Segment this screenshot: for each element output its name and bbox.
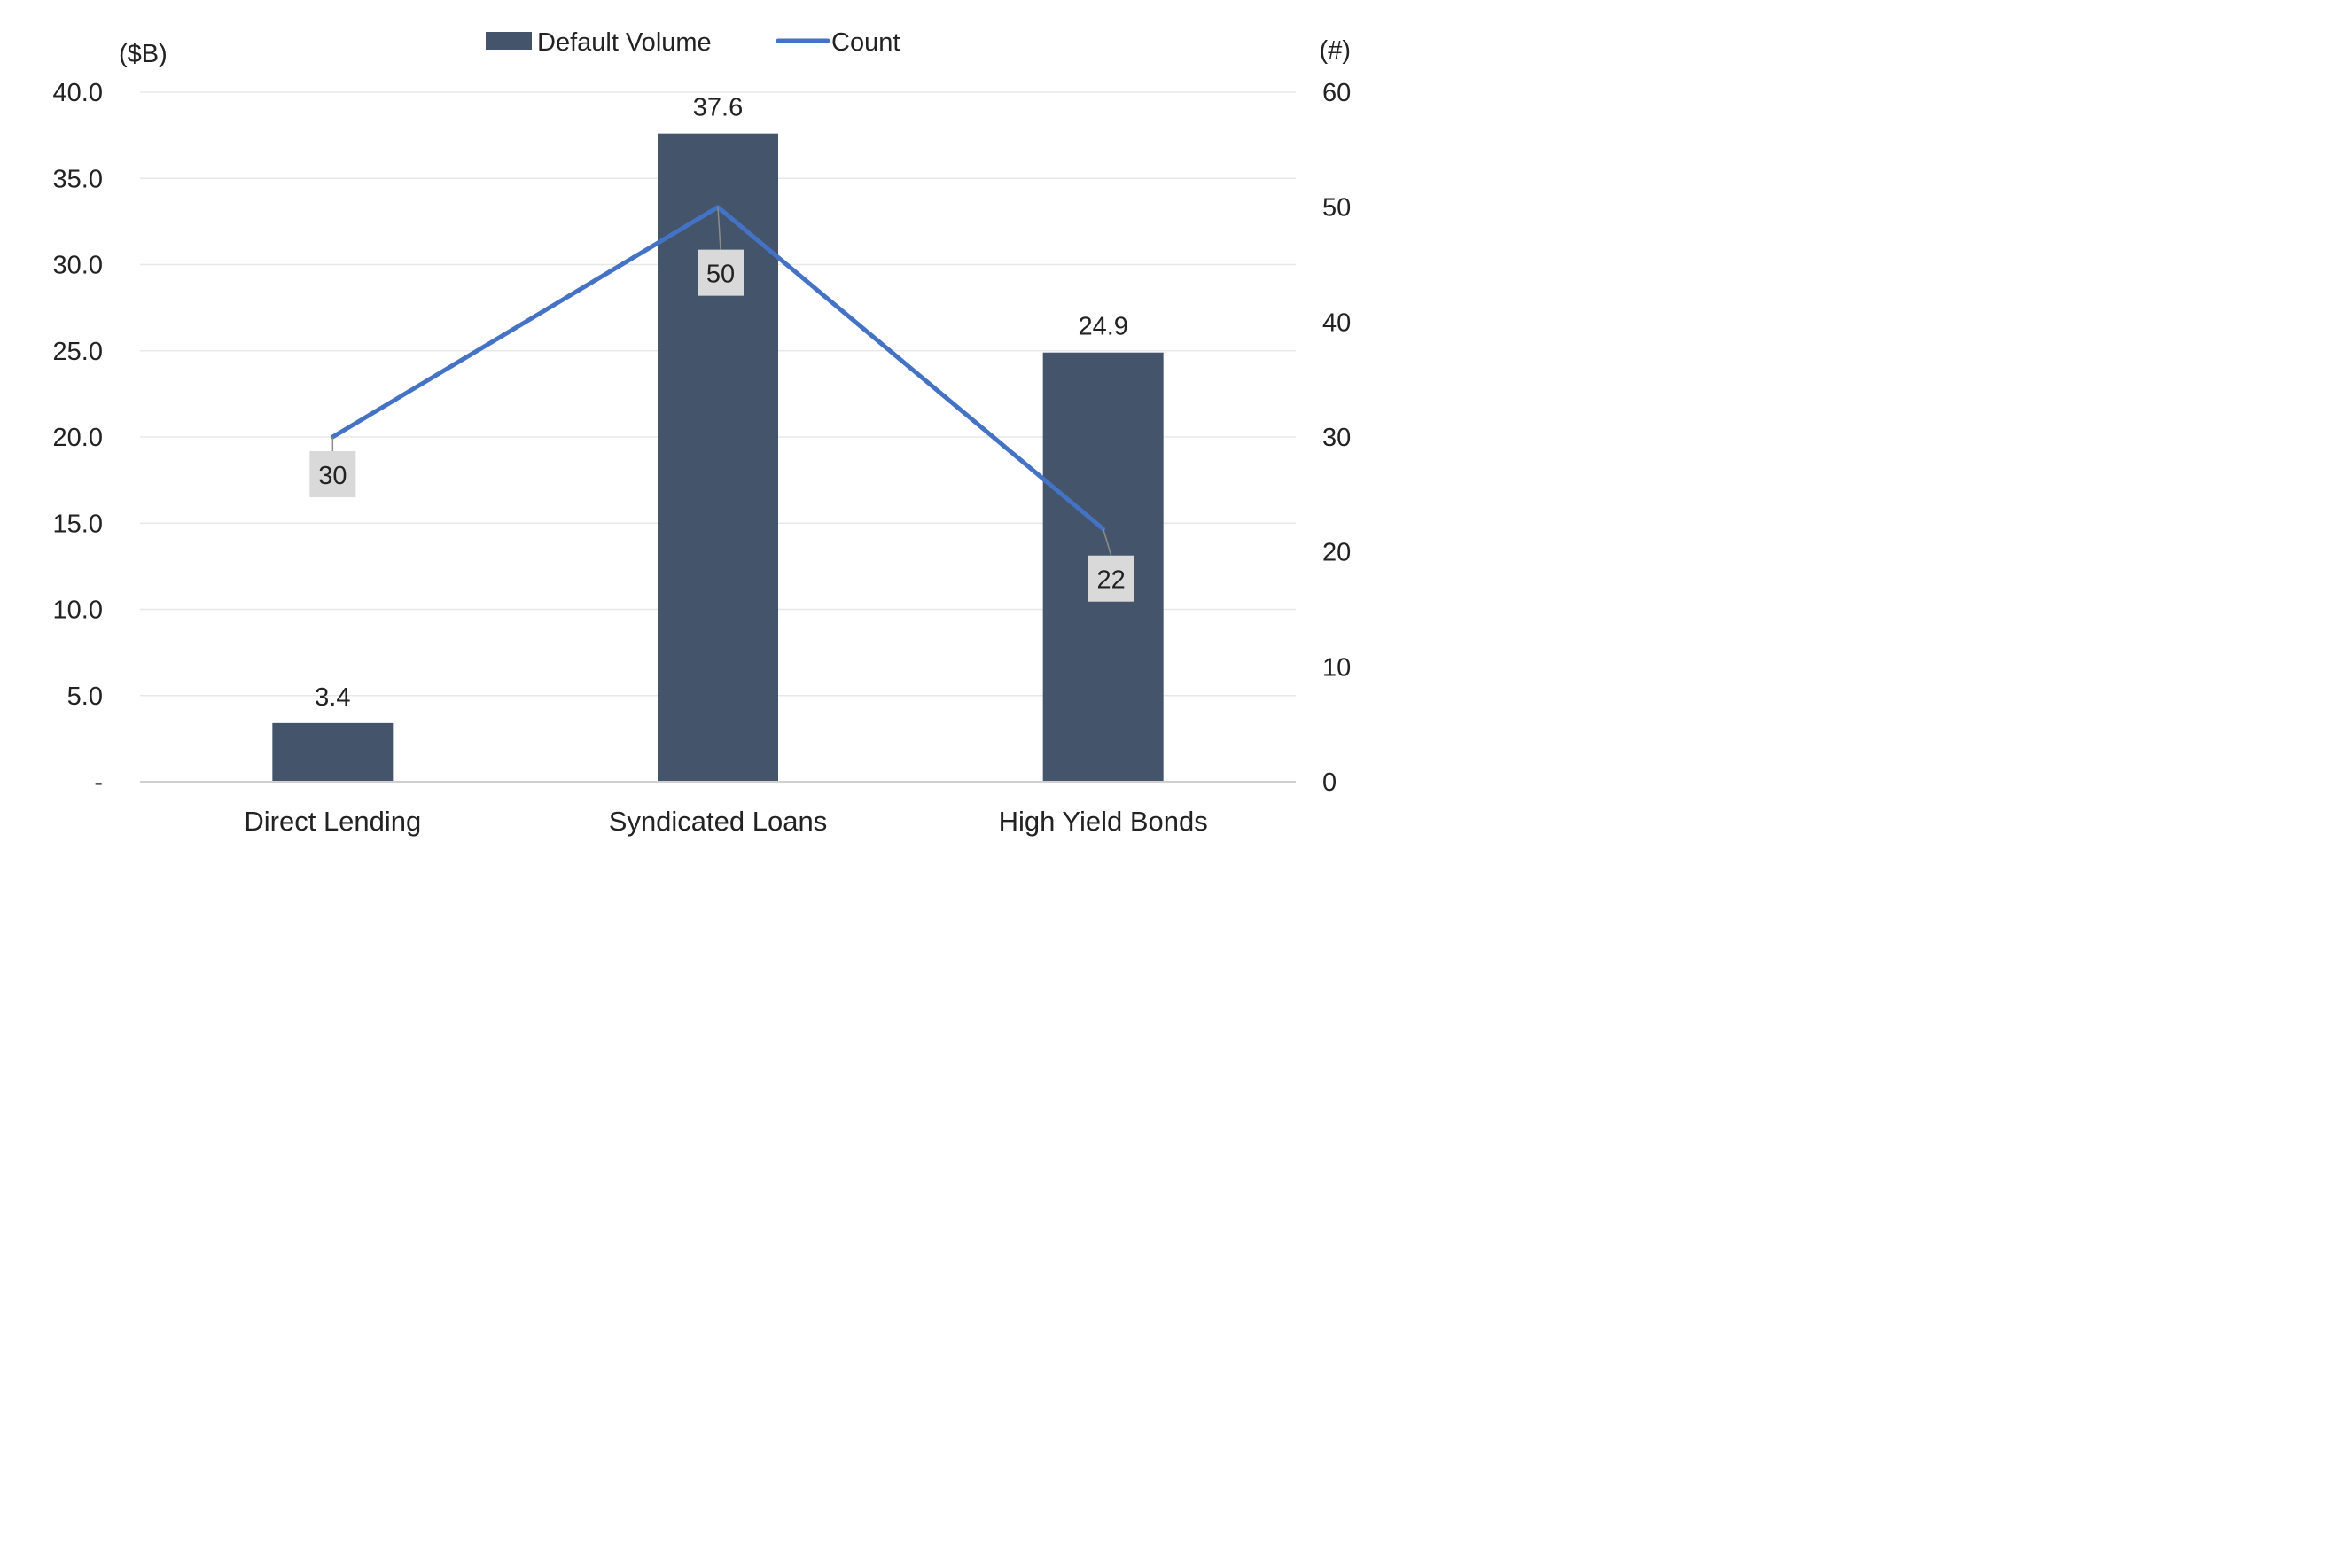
y-left-tick-label: 40.0 (53, 79, 103, 107)
chart-svg: - 5.0 10.0 15.0 20.0 25.0 30.0 35.0 40.0 0 10 20 30 4… (53, 28, 1352, 837)
legend-label-count: Count (831, 28, 900, 57)
count-data-label: 50 (706, 261, 735, 289)
leader-line (1102, 528, 1112, 556)
leader-line (717, 207, 721, 250)
bar-data-label: 3.4 (315, 683, 350, 712)
y-right-tick-label: 10 (1322, 653, 1351, 682)
y-left-tick-label: 30.0 (53, 252, 103, 280)
legend: Default Volume Count (486, 28, 900, 57)
y-left-tick-label: 20.0 (53, 424, 103, 452)
bar-data-label: 24.9 (1078, 313, 1127, 341)
x-tick-label: High Yield Bonds (999, 806, 1208, 837)
labels-layer: 3.4 37.6 24.9 30 50 22 (309, 94, 1134, 712)
count-label-box (309, 451, 356, 497)
y-right-tick-label: 60 (1322, 79, 1351, 107)
y-left-tick-label: 35.0 (53, 165, 103, 193)
y-left-tick-label: 15.0 (53, 510, 103, 538)
count-label-box (1088, 555, 1134, 602)
count-data-label: 30 (318, 462, 347, 490)
combo-chart: - 5.0 10.0 15.0 20.0 25.0 30.0 35.0 40.0 0 10 20 30 4… (0, 0, 1383, 931)
y-left-unit-label: ($B) (119, 40, 168, 68)
y-left-tick-label: 25.0 (53, 338, 103, 366)
y-left-tick-label: - (94, 768, 103, 797)
y-right-tick-label: 50 (1322, 194, 1351, 222)
bar (272, 722, 394, 782)
bar-data-label: 37.6 (693, 94, 743, 122)
legend-swatch-default-volume (486, 32, 532, 50)
y-right-tick-label: 40 (1322, 308, 1351, 337)
axis-layer: - 5.0 10.0 15.0 20.0 25.0 30.0 35.0 40.0 0 10 20 30 4… (53, 36, 1352, 837)
x-tick-label: Direct Lending (244, 806, 421, 837)
y-right-unit-label: (#) (1320, 36, 1351, 65)
x-tick-label: Syndicated Loans (609, 806, 827, 837)
y-right-tick-label: 0 (1322, 768, 1337, 797)
bars-layer (272, 133, 1164, 782)
count-label-box (698, 249, 744, 296)
y-left-tick-label: 5.0 (67, 683, 103, 711)
y-right-tick-label: 20 (1322, 539, 1351, 567)
legend-label-default-volume: Default Volume (537, 28, 712, 57)
count-data-label: 22 (1097, 566, 1126, 595)
y-right-tick-label: 30 (1322, 424, 1351, 452)
y-left-tick-label: 10.0 (53, 597, 103, 625)
